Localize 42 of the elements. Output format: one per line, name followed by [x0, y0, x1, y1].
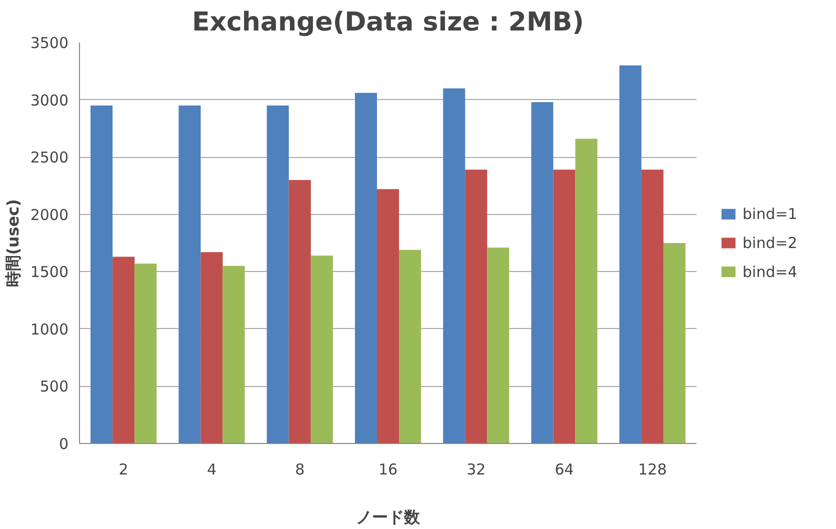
bar [112, 256, 135, 444]
x-tick-label: 16 [378, 460, 398, 478]
bar [663, 243, 686, 444]
bar [487, 248, 510, 444]
y-tick-label: 3000 [30, 91, 69, 110]
bar [200, 252, 223, 444]
x-tick-label: 64 [554, 460, 574, 478]
x-tick-label: 2 [118, 460, 128, 478]
x-axis-title: ノード数 [356, 508, 421, 526]
bar [90, 106, 113, 444]
bar [178, 106, 201, 444]
bar [266, 106, 289, 444]
bar [134, 264, 157, 444]
bar [619, 65, 642, 444]
bar [399, 250, 422, 444]
y-tick-label: 3500 [30, 34, 69, 52]
y-tick-label: 2000 [30, 206, 69, 224]
x-tick-label: 8 [295, 460, 305, 478]
y-tick-label: 1000 [30, 320, 69, 338]
chart-title: Exchange(Data size : 2MB) [192, 8, 584, 38]
bar [288, 180, 311, 444]
bar [641, 170, 664, 444]
x-tick-label: 32 [466, 460, 486, 478]
x-tick-label: 128 [638, 460, 667, 478]
legend-label: bind=2 [742, 234, 798, 252]
y-axis-title: 時間(usec) [3, 199, 22, 287]
y-tick-label: 2500 [30, 148, 69, 167]
x-tick-label: 4 [206, 460, 216, 478]
y-tick-label: 0 [58, 435, 69, 453]
bar [553, 170, 576, 444]
bar [443, 88, 466, 444]
bar [465, 170, 488, 444]
bar [222, 266, 245, 444]
bar [310, 256, 333, 444]
y-tick-label: 1500 [30, 263, 69, 282]
bar [575, 138, 598, 444]
legend-label: bind=4 [742, 262, 798, 281]
y-tick-label: 500 [40, 378, 69, 396]
bar [531, 102, 554, 444]
bar [376, 189, 400, 444]
legend-label: bind=1 [742, 205, 798, 224]
bar [354, 92, 377, 444]
